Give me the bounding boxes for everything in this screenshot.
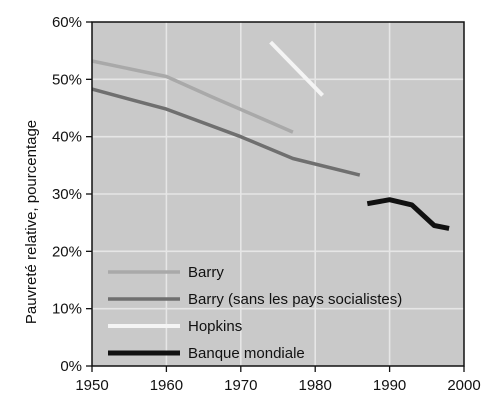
- legend-label-4: Banque mondiale: [188, 345, 305, 362]
- x-tick-label: 1950: [75, 377, 108, 394]
- y-tick-label: 40%: [52, 129, 82, 146]
- y-tick-label: 10%: [52, 301, 82, 318]
- grid: [92, 22, 464, 366]
- x-tick-label: 1990: [373, 377, 406, 394]
- series-line-1: [91, 59, 294, 134]
- x-tick-label: 1980: [299, 377, 332, 394]
- y-tick-label: 30%: [52, 186, 82, 203]
- legend-label-2: Barry (sans les pays socialistes): [188, 291, 402, 308]
- legend: Barry Barry (sans les pays socialistes) Ho…: [108, 264, 402, 362]
- y-tick-label: 50%: [52, 71, 82, 88]
- x-tick-label: 1970: [224, 377, 257, 394]
- x-tick-label: 2000: [447, 377, 480, 394]
- series-line-2: [91, 87, 361, 177]
- y-tick-label: 20%: [52, 243, 82, 260]
- y-axis-title: Pauvreté relative, pourcentage: [23, 120, 40, 324]
- y-tick-label: 60%: [52, 14, 82, 31]
- legend-label-1: Barry: [188, 264, 224, 281]
- series-line-3: [269, 40, 325, 97]
- axes: 0% 10% 20% 30% 40% 50% 60% 1950 1960 1970 1980 1990…: [52, 14, 481, 394]
- series-line-4: [366, 197, 450, 231]
- y-tick-label: 0%: [60, 358, 82, 375]
- legend-label-3: Hopkins: [188, 318, 242, 335]
- series-lines: [91, 40, 450, 231]
- x-tick-label: 1960: [150, 377, 183, 394]
